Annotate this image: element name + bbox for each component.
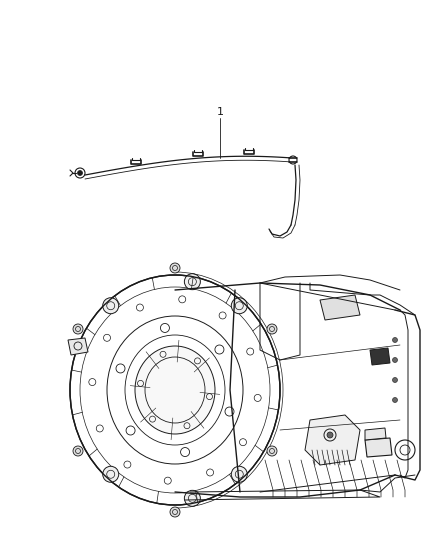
Polygon shape (68, 338, 88, 355)
Circle shape (103, 466, 119, 482)
Polygon shape (365, 428, 386, 440)
Polygon shape (320, 295, 360, 320)
Circle shape (170, 385, 180, 395)
Circle shape (184, 273, 200, 289)
Circle shape (267, 324, 277, 334)
Polygon shape (305, 415, 360, 465)
Circle shape (170, 263, 180, 273)
Circle shape (73, 446, 83, 456)
Circle shape (231, 466, 247, 482)
Circle shape (184, 490, 200, 506)
Circle shape (73, 324, 83, 334)
Circle shape (327, 432, 333, 438)
Polygon shape (365, 438, 392, 457)
Circle shape (392, 398, 398, 402)
Polygon shape (370, 348, 390, 365)
Text: 1: 1 (216, 107, 223, 117)
Circle shape (392, 337, 398, 343)
Ellipse shape (135, 346, 215, 434)
Circle shape (78, 171, 82, 175)
Circle shape (170, 507, 180, 517)
Circle shape (103, 298, 119, 314)
Circle shape (267, 446, 277, 456)
Circle shape (231, 298, 247, 314)
Circle shape (392, 358, 398, 362)
Circle shape (392, 377, 398, 383)
